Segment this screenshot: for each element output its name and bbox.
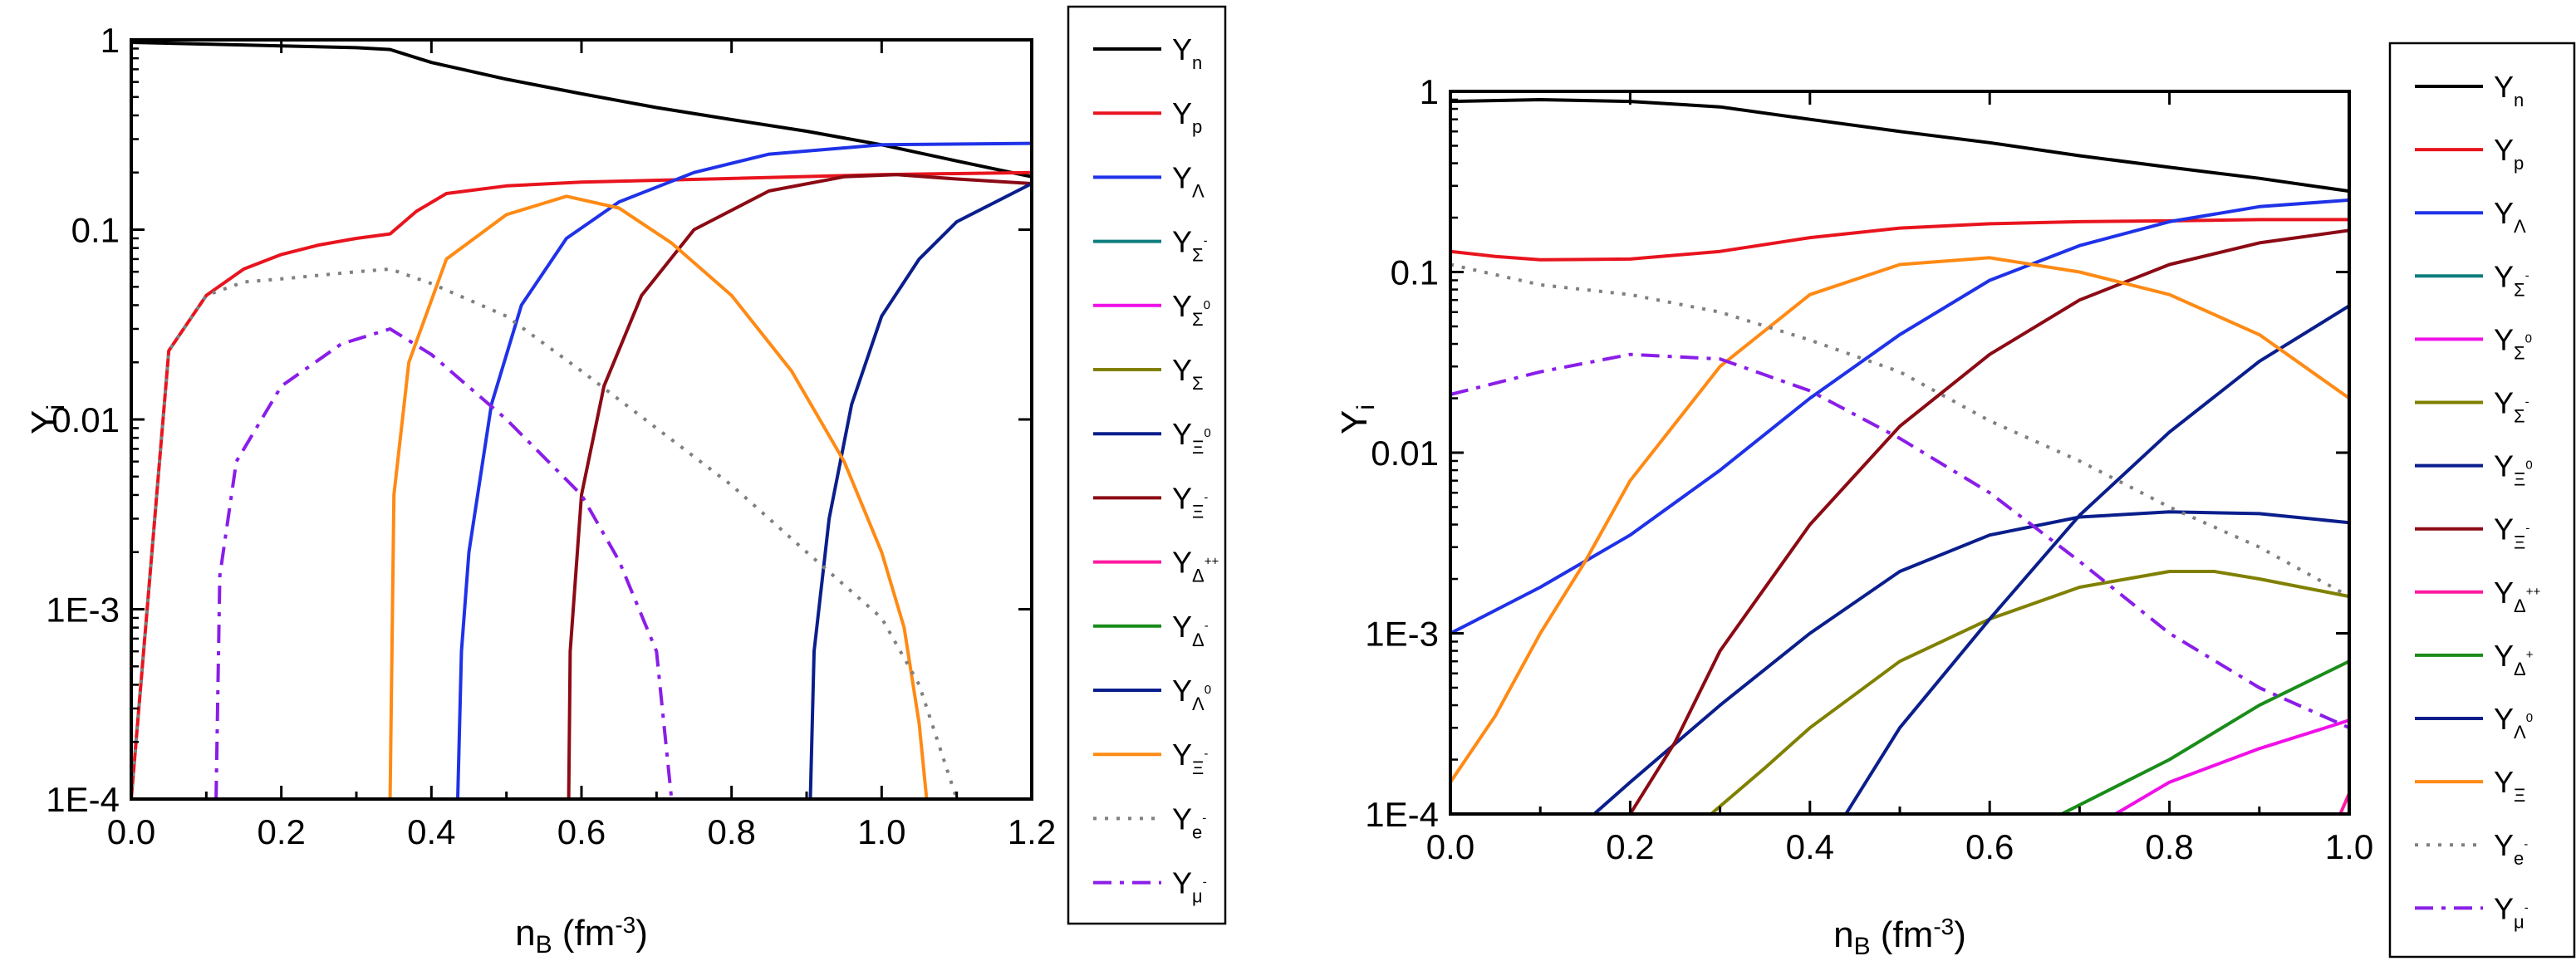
series-line-7 [1594,512,2349,814]
x-axis-title: nB (fm-3) [515,912,648,959]
x-tick-label: 0.4 [407,812,455,851]
series-line-1 [131,42,1032,177]
y-tick-label: 1 [101,21,120,60]
chart-1: 0.0 0.2 0.4 0.6 0.8 1.0 1.2 1E-4 1E-3 0.01 0.1 1 nB … [24,7,1225,959]
x-tick-label: 0.4 [1786,827,1834,866]
series-line-2 [131,173,1032,799]
legend: Yn Yp YΛ YΣ- YΣ0 YΣ- YΞ0 YΞ- YΔ++ YΔ+ YΛ0 YΞ Ye- Yμ- [2390,43,2574,957]
x-tick-label: 1.0 [2325,827,2373,866]
series-lines [1450,100,2349,814]
y-tick-label: 1E-3 [1365,615,1439,654]
x-tick-label: 0.6 [557,812,606,851]
x-axis-title: nB (fm-3) [1833,914,1966,960]
plot-frame [1450,91,2349,814]
series-line-11 [1846,306,2349,814]
legend-box [1068,7,1225,924]
legend: Yn Yp YΛ YΣ- YΣ0 YΣ YΞ0 YΞ- YΔ++ YΔ- YΛ0 YΞ- Ye- Yμ- [1068,7,1225,924]
y-tick-label: 1E-4 [46,780,120,819]
plot-frame [131,40,1032,799]
series-lines [131,42,1032,799]
series-line-1 [1450,100,2349,191]
series-line-5 [2116,720,2349,814]
y-axis-title: Yi [24,405,70,434]
y-tick-label: 0.1 [71,211,120,250]
series-line-3 [458,144,1032,799]
x-tick-label: 0.8 [2145,827,2193,866]
series-line-6 [1711,571,2349,814]
x-tick-label: 0.2 [1606,827,1654,866]
y-tick-label: 1E-3 [46,591,120,630]
x-tick-label: 0.6 [1965,827,2014,866]
series-line-12 [390,196,927,799]
x-tick-label: 1.0 [857,812,905,851]
x-tick-label: 0.2 [257,812,305,851]
x-tick-label: 0.8 [707,812,755,851]
series-line-14 [216,329,671,799]
y-tick-label: 0.01 [1371,434,1439,473]
chart-2: 0.0 0.2 0.4 0.6 0.8 1.0 1E-4 1E-3 0.01 0.1 1 nB (fm… [1334,43,2574,960]
y-axis-title: Yi [1334,405,1380,434]
series-line-10 [2062,661,2349,814]
series-line-8 [569,174,1032,799]
y-tick-label: 1 [1420,72,1439,111]
y-tick-label: 0.1 [1391,253,1439,292]
series-line-14 [1450,355,2349,728]
series-line-13 [131,269,957,799]
x-tick-label: 1.2 [1008,812,1056,851]
series-line-11 [811,184,1033,799]
y-tick-label: 1E-4 [1365,795,1439,834]
legend-box [2390,43,2574,957]
